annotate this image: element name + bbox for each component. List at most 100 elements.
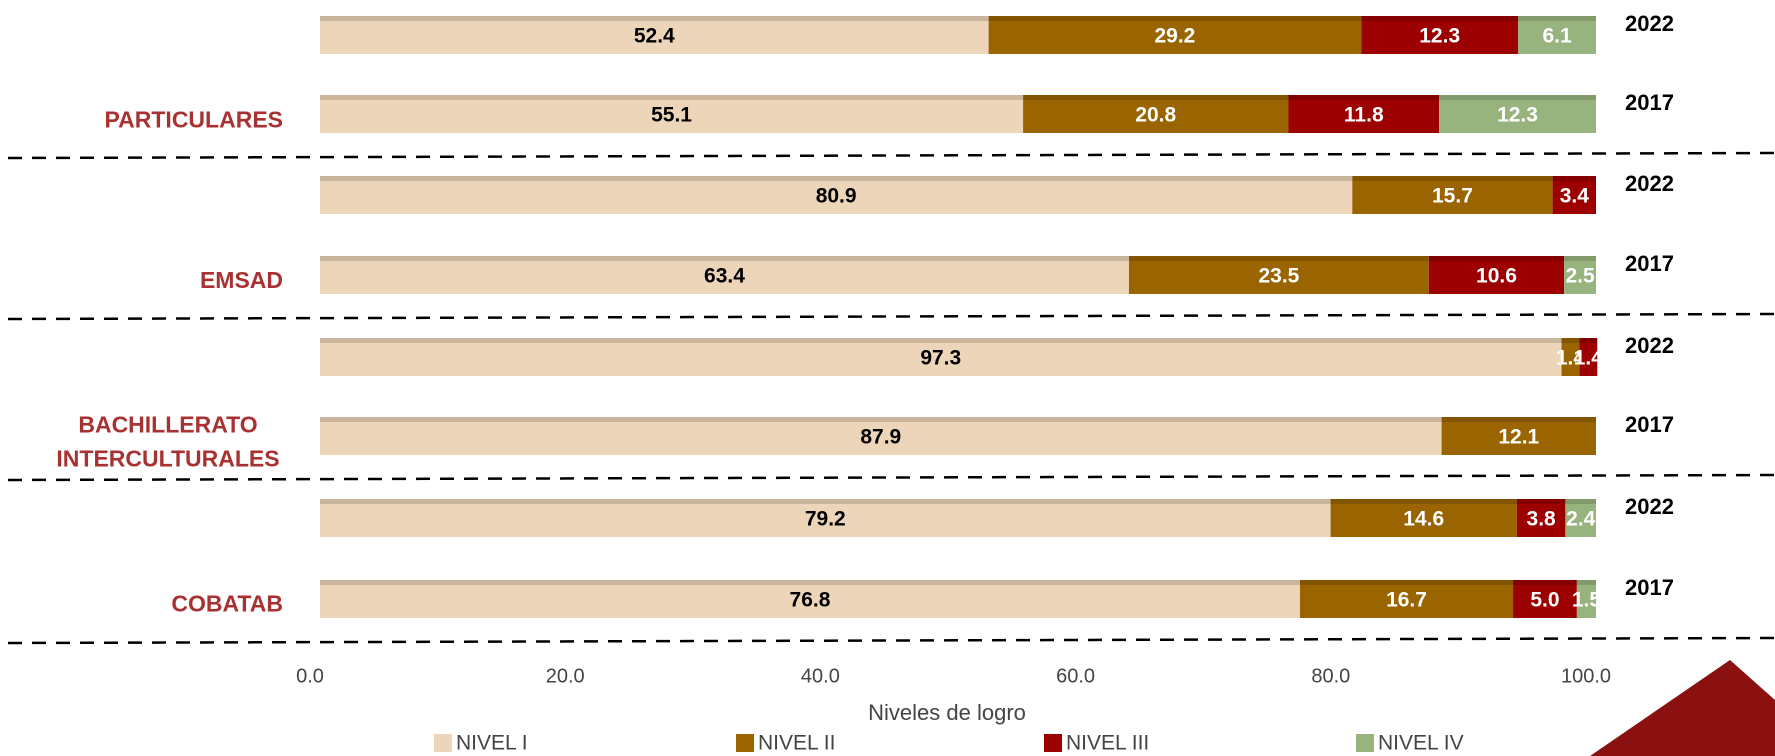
bar-segment <box>320 417 1442 455</box>
data-label: 1.4 <box>1574 347 1604 370</box>
bar-top <box>320 95 1024 100</box>
data-label: 52.4 <box>634 25 675 48</box>
bar-segment <box>1518 16 1596 54</box>
bar-top <box>1330 499 1517 504</box>
bar-segment <box>1516 499 1566 537</box>
bar-top <box>320 16 989 21</box>
group-label: EMSAD <box>200 267 283 293</box>
bar-segment <box>320 256 1129 294</box>
bar-top <box>1441 417 1596 422</box>
group-separator <box>7 473 1775 482</box>
bar-top <box>320 499 1331 504</box>
x-tick-label: 20.0 <box>546 665 585 687</box>
data-label: 16.7 <box>1386 589 1427 612</box>
data-label: 79.2 <box>805 508 846 531</box>
bar-segment <box>1576 580 1596 618</box>
data-label: 87.9 <box>860 426 901 449</box>
group-label: COBATAB <box>171 591 283 617</box>
bar-top <box>988 16 1362 21</box>
bar-top <box>1552 176 1596 181</box>
bar-segment <box>1552 176 1596 214</box>
bar-top <box>1579 338 1598 343</box>
group-separator <box>7 312 1775 321</box>
year-label: 2017 <box>1625 251 1674 276</box>
bar-segment <box>1441 417 1596 455</box>
bar-top <box>1299 580 1514 585</box>
bar-top <box>320 580 1300 585</box>
bar-top <box>1516 499 1566 504</box>
bar-top <box>1288 95 1440 100</box>
legend-swatch <box>434 734 452 752</box>
data-label: 10.6 <box>1476 265 1517 288</box>
bar-segment <box>1299 580 1514 618</box>
data-label: 3.8 <box>1527 508 1557 531</box>
data-label: 5.0 <box>1530 589 1559 612</box>
group-label: INTERCULTURALES <box>56 446 279 472</box>
bar-top <box>1565 499 1596 504</box>
bar-segment <box>988 16 1362 54</box>
year-label: 2017 <box>1625 575 1674 600</box>
group-label: BACHILLERATO <box>78 412 257 438</box>
data-label: 1.5 <box>1572 589 1602 612</box>
year-label: 2017 <box>1625 90 1674 115</box>
group-separator <box>7 151 1775 160</box>
legend-label: NIVEL IV <box>1378 732 1464 755</box>
data-label: 14.6 <box>1403 508 1444 531</box>
legend-swatch <box>736 734 754 752</box>
bar-top <box>1576 580 1596 585</box>
bar-segment <box>320 580 1300 618</box>
x-tick-label: 100.0 <box>1561 665 1611 687</box>
data-label: 11.8 <box>1344 104 1384 127</box>
x-tick-label: 40.0 <box>801 665 840 687</box>
bar-top <box>1439 95 1596 100</box>
bar-top <box>1128 256 1429 261</box>
data-label: 20.8 <box>1135 104 1176 127</box>
bar-segment <box>1439 95 1596 133</box>
bar-segment <box>1330 499 1517 537</box>
bar-segment <box>320 176 1353 214</box>
data-label: 3.4 <box>1560 185 1590 208</box>
legend-label: NIVEL I <box>456 732 528 755</box>
bar-segment <box>1352 176 1553 214</box>
x-tick-label: 60.0 <box>1056 665 1095 687</box>
bar-top <box>320 256 1129 261</box>
group-separator <box>7 636 1775 645</box>
bar-segment <box>1579 338 1598 376</box>
bar-top <box>1361 16 1519 21</box>
data-label: 6.1 <box>1542 25 1572 48</box>
data-label: 2.5 <box>1565 265 1595 288</box>
data-label: 55.1 <box>651 104 692 127</box>
data-label: 80.9 <box>816 185 857 208</box>
data-label: 12.3 <box>1497 104 1538 127</box>
bar-segment <box>1023 95 1289 133</box>
data-label: 29.2 <box>1154 25 1195 48</box>
bar-top <box>320 338 1562 343</box>
bar-segment <box>320 338 1562 376</box>
legend-swatch <box>1044 734 1062 752</box>
bar-top <box>1023 95 1289 100</box>
year-label: 2022 <box>1625 494 1674 519</box>
bar-top <box>1428 256 1565 261</box>
bar-segment <box>1564 256 1596 294</box>
legend-swatch <box>1356 734 1374 752</box>
data-label: 15.7 <box>1432 185 1473 208</box>
year-label: 2017 <box>1625 412 1674 437</box>
data-label: 76.8 <box>790 589 831 612</box>
bar-segment <box>1513 580 1577 618</box>
bar-segment <box>1361 16 1519 54</box>
bar-top <box>1513 580 1577 585</box>
bar-segment <box>1128 256 1429 294</box>
bar-top <box>1564 256 1596 261</box>
legend-label: NIVEL II <box>758 732 835 755</box>
bar-segment <box>1561 338 1580 376</box>
year-label: 2022 <box>1625 11 1674 36</box>
bar-segment <box>1288 95 1440 133</box>
x-axis-title: Niveles de logro <box>868 700 1026 725</box>
group-label: PARTICULARES <box>105 107 283 133</box>
data-label: 63.4 <box>704 265 745 288</box>
bar-segment <box>320 95 1024 133</box>
bar-top <box>320 417 1442 422</box>
data-label: 12.1 <box>1498 426 1539 449</box>
bar-segment <box>320 499 1331 537</box>
